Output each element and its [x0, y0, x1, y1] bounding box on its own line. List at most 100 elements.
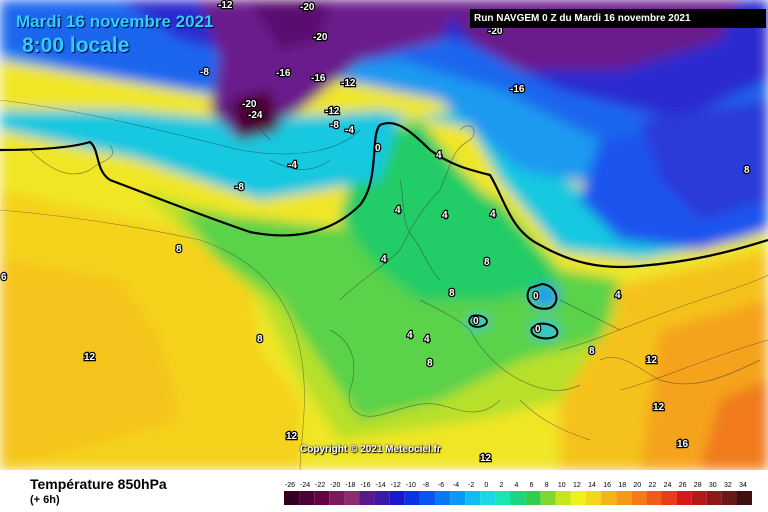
scale-tick-label: 0	[484, 482, 488, 489]
isotherm-lines	[0, 99, 768, 470]
zero-isotherm-loop	[526, 282, 558, 310]
scale-swatch	[525, 491, 541, 505]
color-scale: -26 -24 -22 -20 -18 -16 -14 -12 -10 -8 -6 -4 -2 0 2 4 6 8…	[284, 482, 752, 505]
scale-swatch	[389, 491, 405, 505]
isotherm-label: 8	[744, 165, 750, 176]
isotherm-labels: -12 -20 -20 -16 -16 -12 -8 -20 -24 -12 -…	[0, 0, 751, 465]
scale-swatch	[435, 491, 451, 505]
legend-subtitle: (+ 6h)	[30, 494, 60, 506]
scale-tick-label: 24	[664, 482, 672, 489]
coastlines	[29, 107, 761, 441]
scale-swatch	[299, 491, 315, 505]
isotherm-label: 8	[589, 346, 595, 357]
isotherm-label: 0	[375, 143, 381, 154]
copyright-notice: Copyright © 2021 Meteociel.fr	[300, 444, 441, 455]
scale-swatch	[661, 491, 677, 505]
isotherm-label: -4	[288, 160, 297, 171]
isotherm-label: 12	[84, 352, 96, 363]
isotherm-label: 4	[615, 290, 621, 301]
scale-tick-label: 30	[709, 482, 717, 489]
isotherm-label: 8	[427, 358, 433, 369]
scale-tick-label: -8	[423, 482, 429, 489]
scale-tick-label: -26	[285, 482, 295, 489]
scale-tick-label: 10	[558, 482, 566, 489]
legend-title: Température 850hPa	[30, 476, 167, 492]
scale-swatch	[404, 491, 420, 505]
isotherm-label: -16	[510, 84, 525, 95]
scale-swatch	[450, 491, 466, 505]
isotherm-label: -8	[330, 120, 339, 131]
isotherm-label: 0	[535, 324, 541, 335]
scale-swatch	[555, 491, 571, 505]
model-run-label: Run NAVGEM 0 Z du Mardi 16 novembre 2021	[470, 9, 766, 28]
isotherm-label: -12	[218, 0, 233, 11]
isotherm-label: -20	[300, 2, 315, 13]
isotherm-label: 4	[442, 210, 448, 221]
isotherm-label: 12	[286, 431, 298, 442]
isotherm-label: 4	[490, 209, 496, 220]
scale-swatch	[586, 491, 602, 505]
scale-swatch	[480, 491, 496, 505]
scale-tick-label: -10	[406, 482, 416, 489]
forecast-date: Mardi 16 novembre 2021	[16, 12, 214, 31]
isotherm-label: 4	[395, 205, 401, 216]
scale-swatch	[540, 491, 556, 505]
scale-tick-label: -22	[315, 482, 325, 489]
scale-tick-label: 20	[633, 482, 641, 489]
scale-swatch	[631, 491, 647, 505]
scale-tick-label: -2	[468, 482, 474, 489]
isotherm-label: -16	[276, 68, 291, 79]
scale-tick-label: 22	[649, 482, 657, 489]
scale-swatch	[616, 491, 632, 505]
scale-tick-label: 32	[724, 482, 732, 489]
scale-tick-label: -14	[376, 482, 386, 489]
scale-swatch	[329, 491, 345, 505]
scale-swatch	[570, 491, 586, 505]
isotherm-label: -24	[248, 110, 263, 121]
zero-isotherm-loop	[468, 314, 488, 328]
scale-swatch	[284, 491, 300, 505]
isotherm-label: 4	[424, 334, 430, 345]
isotherm-label: -20	[313, 32, 328, 43]
scale-swatch	[737, 491, 752, 505]
zero-isotherm-loop	[530, 322, 559, 340]
scale-swatch	[691, 491, 707, 505]
scale-swatch	[419, 491, 435, 505]
isotherm-label: 4	[407, 330, 413, 341]
isotherm-label: 4	[436, 150, 442, 161]
scale-swatch	[359, 491, 375, 505]
scale-swatch	[676, 491, 692, 505]
isotherm-label: -16	[311, 73, 326, 84]
isotherm-label: -8	[200, 67, 209, 78]
scale-tick-label: 26	[679, 482, 687, 489]
isotherm-label: 12	[480, 453, 492, 464]
scale-tick-label: -6	[438, 482, 444, 489]
isotherm-label: 12	[653, 402, 665, 413]
isotherm-label: 0	[473, 316, 479, 327]
scale-swatch	[344, 491, 360, 505]
scale-tick-label: 28	[694, 482, 702, 489]
scale-tick-label: -16	[360, 482, 370, 489]
scale-tick-label: -24	[300, 482, 310, 489]
scale-tick-label: 18	[618, 482, 626, 489]
scale-swatch	[646, 491, 662, 505]
scale-swatch	[706, 491, 722, 505]
scale-swatch	[510, 491, 526, 505]
scale-swatch	[601, 491, 617, 505]
scale-tick-label: 34	[739, 482, 747, 489]
scale-tick-label: 2	[499, 482, 503, 489]
scale-tick-label: -18	[345, 482, 355, 489]
isotherm-label: 0	[533, 291, 539, 302]
forecast-time: 8:00 locale	[22, 34, 130, 57]
temperature-field	[0, 0, 768, 470]
scale-tick-label: 8	[545, 482, 549, 489]
isotherm-label: -8	[235, 182, 244, 193]
isotherm-label: 8	[257, 334, 263, 345]
scale-tick-label: -12	[391, 482, 401, 489]
scale-swatch	[314, 491, 330, 505]
scale-tick-label: 12	[573, 482, 581, 489]
isotherm-label: -12	[341, 78, 356, 89]
isotherm-label: 8	[449, 288, 455, 299]
isotherm-label: 6	[1, 272, 7, 283]
